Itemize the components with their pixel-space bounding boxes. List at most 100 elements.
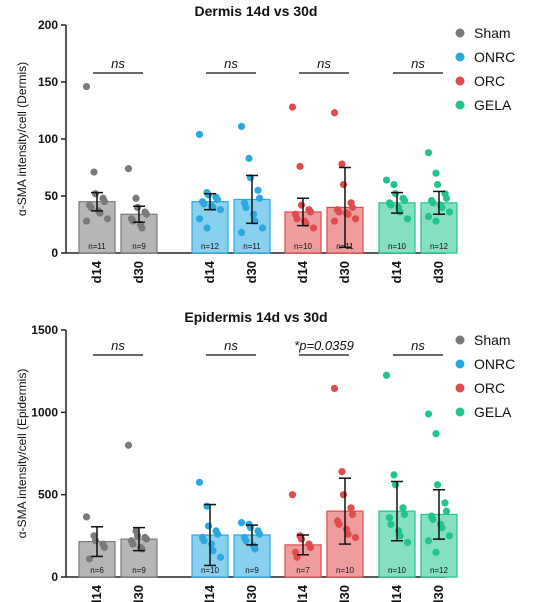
data-point [432,430,440,438]
data-point [254,186,262,194]
legend-marker-gela [455,407,465,417]
data-point [330,109,339,117]
significance-label: ns [411,338,425,353]
n-label: n=12 [430,242,449,251]
data-point [242,203,250,211]
data-point [200,200,208,208]
data-point [129,540,137,548]
data-point [403,538,412,547]
data-point [348,203,357,211]
data-point [424,537,433,545]
data-point [82,513,91,521]
legend-label-gela: GELA [474,404,512,420]
data-point [251,545,259,553]
data-point [347,504,355,512]
data-point [432,217,440,225]
n-label: n=7 [296,566,310,575]
data-point [87,203,95,211]
data-point [255,530,264,538]
data-point [433,481,442,489]
n-label: n=10 [201,566,220,575]
x-tick-label: d30 [337,261,352,283]
data-point [245,154,253,162]
data-point [429,515,437,523]
n-label: n=9 [132,566,146,575]
data-point [338,160,346,168]
data-point [387,520,395,528]
x-tick-label: d30 [244,585,259,602]
data-point [82,82,91,91]
data-point [429,199,437,207]
x-tick-label: d14 [389,584,404,602]
data-point [339,491,348,499]
data-point [306,208,315,216]
n-label: n=9 [132,242,146,251]
data-point [445,208,454,216]
data-point [424,410,433,418]
n-label: n=11 [336,242,354,251]
x-tick-label: d14 [89,584,104,602]
n-label: n=6 [90,566,104,575]
legend-marker-orc [455,76,465,86]
data-point [255,194,264,202]
data-point [216,206,225,214]
significance-label: ns [111,338,125,353]
data-point [100,198,109,206]
data-point [91,537,100,545]
legend-label-sham: Sham [474,332,511,348]
data-point [204,191,213,199]
data-point [344,530,352,538]
data-point [438,203,446,211]
data-point [433,181,442,189]
x-tick-label: d30 [431,261,446,283]
data-point [335,208,343,216]
data-point [195,215,204,223]
x-tick-label: d14 [389,260,404,283]
data-point [297,201,306,209]
data-point [306,543,315,551]
legend-marker-onrc [455,52,465,62]
data-point [213,195,222,204]
legend-label-orc: ORC [474,73,505,89]
x-tick-label: d30 [431,585,446,602]
data-point [442,194,451,202]
data-point [100,543,109,551]
data-point [424,149,433,157]
data-point [91,190,100,198]
data-point [242,537,250,545]
data-point [209,547,217,555]
legend-marker-gela [455,100,465,110]
data-point [309,224,318,232]
data-point [142,210,151,218]
y-tick-label: 0 [51,246,58,260]
data-point [195,478,204,486]
significance-label: ns [224,56,238,71]
y-tick-label: 0 [51,570,58,584]
n-label: n=12 [201,242,220,251]
data-point [213,530,222,538]
data-point [133,203,142,211]
data-point [396,532,404,540]
data-point [385,514,394,522]
y-tick-label: 50 [45,189,59,203]
data-point [382,176,391,184]
data-point [90,168,98,176]
data-point [390,471,398,479]
chart-title: Epidermis 14d vs 30d [184,309,327,325]
legend-marker-orc [455,383,465,393]
significance-label: ns [411,56,425,71]
data-point [432,169,440,177]
data-point [351,215,360,223]
data-point [351,533,360,542]
x-tick-label: d30 [337,585,352,602]
y-tick-label: 1500 [31,323,58,337]
data-point [124,165,133,173]
n-label: n=10 [388,242,407,251]
data-point [237,519,246,527]
data-point [82,217,91,225]
x-tick-label: d30 [131,585,146,602]
legend-marker-sham [455,335,465,345]
y-tick-label: 500 [38,488,58,502]
data-point [129,217,137,225]
x-tick-label: d14 [295,260,310,283]
